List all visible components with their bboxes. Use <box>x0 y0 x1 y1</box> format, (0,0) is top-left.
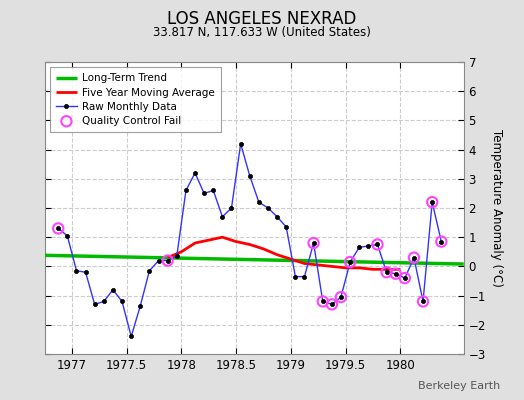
Raw Monthly Data <box>438 239 444 244</box>
Five Year Moving Average <box>384 267 390 272</box>
Five Year Moving Average <box>342 266 348 270</box>
Raw Monthly Data <box>146 268 152 273</box>
Quality Control Fail <box>437 238 445 245</box>
Five Year Moving Average <box>165 255 171 260</box>
Raw Monthly Data <box>292 274 299 279</box>
Five Year Moving Average <box>274 252 280 257</box>
Quality Control Fail <box>163 257 172 264</box>
Raw Monthly Data <box>173 254 180 258</box>
Text: 33.817 N, 117.633 W (United States): 33.817 N, 117.633 W (United States) <box>153 26 371 39</box>
Five Year Moving Average <box>397 267 403 272</box>
Raw Monthly Data <box>165 258 171 263</box>
Five Year Moving Average <box>192 241 198 246</box>
Raw Monthly Data <box>201 191 208 196</box>
Raw Monthly Data <box>274 214 280 219</box>
Quality Control Fail <box>54 225 62 232</box>
Raw Monthly Data <box>338 295 344 300</box>
Five Year Moving Average <box>301 261 308 266</box>
Quality Control Fail <box>428 199 436 205</box>
Five Year Moving Average <box>219 235 225 240</box>
Raw Monthly Data <box>128 334 134 339</box>
Raw Monthly Data <box>101 299 107 304</box>
Raw Monthly Data <box>329 302 335 307</box>
Raw Monthly Data <box>411 255 417 260</box>
Raw Monthly Data <box>402 276 408 280</box>
Five Year Moving Average <box>356 266 363 270</box>
Five Year Moving Average <box>247 242 253 247</box>
Quality Control Fail <box>319 298 327 305</box>
Raw Monthly Data <box>92 302 98 307</box>
Raw Monthly Data <box>82 270 89 275</box>
Quality Control Fail <box>383 269 391 276</box>
Raw Monthly Data <box>210 188 216 193</box>
Five Year Moving Average <box>370 267 376 272</box>
Quality Control Fail <box>391 270 400 277</box>
Raw Monthly Data <box>429 200 435 204</box>
Raw Monthly Data <box>265 206 271 210</box>
Quality Control Fail <box>328 301 336 308</box>
Five Year Moving Average <box>329 264 335 269</box>
Raw Monthly Data <box>347 260 353 264</box>
Raw Monthly Data <box>64 233 70 238</box>
Five Year Moving Average <box>288 257 294 262</box>
Raw Monthly Data <box>137 304 144 308</box>
Raw Monthly Data <box>219 214 225 219</box>
Raw Monthly Data <box>256 200 262 204</box>
Raw Monthly Data <box>301 274 308 279</box>
Five Year Moving Average <box>233 239 239 244</box>
Line: Five Year Moving Average: Five Year Moving Average <box>168 237 400 269</box>
Raw Monthly Data <box>110 287 116 292</box>
Raw Monthly Data <box>183 188 189 193</box>
Raw Monthly Data <box>73 268 80 273</box>
Raw Monthly Data <box>192 170 198 175</box>
Line: Raw Monthly Data: Raw Monthly Data <box>56 142 443 338</box>
Quality Control Fail <box>373 241 381 248</box>
Text: LOS ANGELES NEXRAD: LOS ANGELES NEXRAD <box>167 10 357 28</box>
Raw Monthly Data <box>156 258 162 263</box>
Y-axis label: Temperature Anomaly (°C): Temperature Anomaly (°C) <box>489 129 503 287</box>
Quality Control Fail <box>401 275 409 281</box>
Five Year Moving Average <box>205 238 212 242</box>
Raw Monthly Data <box>392 271 399 276</box>
Legend: Long-Term Trend, Five Year Moving Average, Raw Monthly Data, Quality Control Fai: Long-Term Trend, Five Year Moving Averag… <box>50 67 221 132</box>
Quality Control Fail <box>419 298 427 305</box>
Raw Monthly Data <box>237 141 244 146</box>
Raw Monthly Data <box>283 224 289 229</box>
Raw Monthly Data <box>228 206 235 210</box>
Quality Control Fail <box>346 259 354 265</box>
Text: Berkeley Earth: Berkeley Earth <box>418 381 500 391</box>
Raw Monthly Data <box>420 299 426 304</box>
Five Year Moving Average <box>315 262 321 267</box>
Raw Monthly Data <box>374 242 380 247</box>
Raw Monthly Data <box>55 226 61 231</box>
Raw Monthly Data <box>247 174 253 178</box>
Raw Monthly Data <box>119 299 125 304</box>
Quality Control Fail <box>410 254 418 261</box>
Quality Control Fail <box>309 240 318 246</box>
Raw Monthly Data <box>384 270 390 275</box>
Five Year Moving Average <box>260 246 267 251</box>
Quality Control Fail <box>337 294 345 300</box>
Raw Monthly Data <box>356 245 363 250</box>
Five Year Moving Average <box>178 250 184 254</box>
Raw Monthly Data <box>365 244 372 248</box>
Raw Monthly Data <box>320 299 326 304</box>
Raw Monthly Data <box>310 241 316 246</box>
